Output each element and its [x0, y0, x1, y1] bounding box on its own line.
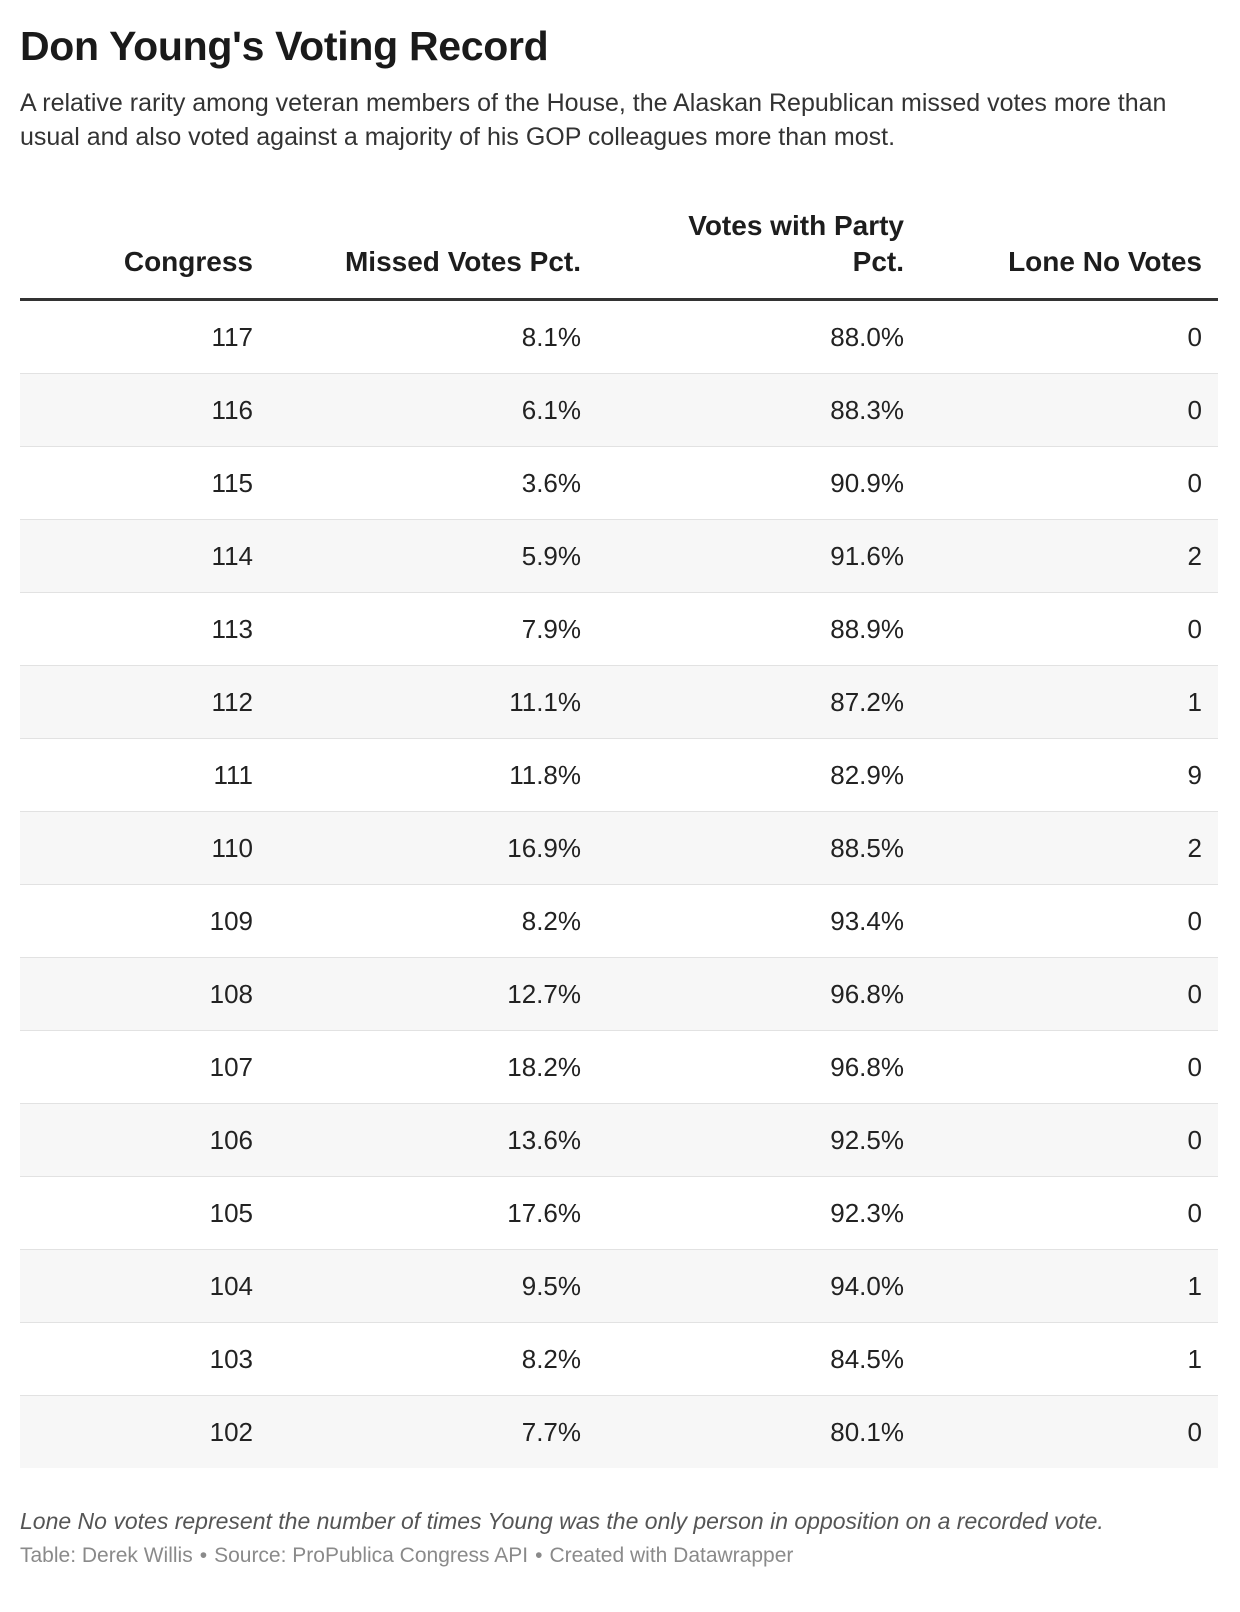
cell-lone-no-votes: 0: [904, 957, 1218, 1031]
cell-congress: 115: [20, 446, 253, 520]
credit-separator: •: [199, 1544, 208, 1567]
table-row: 111 11.8% 82.9% 9: [20, 738, 1218, 812]
cell-missed-votes-pct: 7.9%: [253, 592, 581, 666]
cell-votes-with-party-pct: 82.9%: [581, 738, 904, 812]
chart-title: Don Young's Voting Record: [20, 23, 549, 69]
table-row: 106 13.6% 92.5% 0: [20, 1103, 1218, 1177]
cell-congress: 114: [20, 519, 253, 593]
cell-lone-no-votes: 2: [904, 811, 1218, 885]
cell-votes-with-party-pct: 87.2%: [581, 665, 904, 739]
cell-missed-votes-pct: 11.1%: [253, 665, 581, 739]
table-notes: Lone No votes represent the number of ti…: [20, 1508, 1104, 1534]
cell-missed-votes-pct: 12.7%: [253, 957, 581, 1031]
column-header-votes-with-party[interactable]: Votes with Party Pct.: [581, 208, 904, 301]
cell-lone-no-votes: 0: [904, 446, 1218, 520]
cell-congress: 106: [20, 1103, 253, 1177]
cell-lone-no-votes: 0: [1187, 321, 1202, 352]
cell-congress: 105: [20, 1176, 253, 1250]
cell-votes-with-party-pct: 88.9%: [581, 592, 904, 666]
cell-votes-with-party-pct: 93.4%: [581, 884, 904, 958]
table-row: 110 16.9% 88.5% 2: [20, 811, 1218, 885]
cell-lone-no-votes: 0: [904, 1176, 1218, 1250]
cell-votes-with-party-pct: 96.8%: [581, 957, 904, 1031]
cell-lone-no-votes: 0: [904, 884, 1218, 958]
column-header-missed-votes[interactable]: Missed Votes Pct.: [253, 208, 581, 301]
cell-lone-no-votes: 1: [904, 1322, 1218, 1396]
column-header-congress[interactable]: Congress: [20, 208, 253, 301]
cell-congress: 112: [20, 665, 253, 739]
cell-lone-no-votes: 9: [904, 738, 1218, 812]
voting-record-table: Congress Missed Votes Pct. Votes with Pa…: [20, 208, 1218, 1468]
cell-votes-with-party-pct: 88.3%: [581, 373, 904, 447]
cell-votes-with-party-pct: 88.5%: [581, 811, 904, 885]
table-row: 102 7.7% 80.1% 0: [20, 1395, 1218, 1468]
cell-missed-votes-pct: 17.6%: [253, 1176, 581, 1250]
cell-congress: 113: [20, 592, 253, 666]
table-row: 103 8.2% 84.5% 1: [20, 1322, 1218, 1396]
table-row: 108 12.7% 96.8% 0: [20, 957, 1218, 1031]
cell-missed-votes-pct: 8.1%: [521, 321, 581, 352]
cell-missed-votes-pct: 8.2%: [253, 884, 581, 958]
cell-missed-votes-pct: 7.7%: [253, 1395, 581, 1468]
table-row: 113 7.9% 88.9% 0: [20, 592, 1218, 666]
chart-subtitle: A relative rarity among veteran members …: [20, 89, 1167, 151]
cell-congress: 117: [211, 321, 253, 352]
cell-missed-votes-pct: 11.8%: [253, 738, 581, 812]
table-row: 117 8.1% 88.0% 0: [20, 300, 1218, 374]
cell-congress: 116: [20, 373, 253, 447]
cell-lone-no-votes: 2: [904, 519, 1218, 593]
cell-lone-no-votes: 0: [904, 1103, 1218, 1177]
cell-missed-votes-pct: 8.2%: [253, 1322, 581, 1396]
cell-votes-with-party-pct: 94.0%: [581, 1249, 904, 1323]
cell-lone-no-votes: 0: [904, 1395, 1218, 1468]
cell-missed-votes-pct: 5.9%: [253, 519, 581, 593]
cell-votes-with-party-pct: 92.3%: [581, 1176, 904, 1250]
table-row: 104 9.5% 94.0% 1: [20, 1249, 1218, 1323]
credit-source: Source: ProPublica Congress API: [214, 1544, 529, 1567]
cell-votes-with-party-pct: 96.8%: [581, 1030, 904, 1104]
cell-votes-with-party-pct: 88.0%: [830, 321, 904, 352]
cell-lone-no-votes: 0: [904, 592, 1218, 666]
cell-missed-votes-pct: 3.6%: [253, 446, 581, 520]
cell-congress: 109: [20, 884, 253, 958]
cell-missed-votes-pct: 6.1%: [253, 373, 581, 447]
cell-votes-with-party-pct: 91.6%: [581, 519, 904, 593]
cell-congress: 107: [20, 1030, 253, 1104]
table-row: 114 5.9% 91.6% 2: [20, 519, 1218, 593]
table-row: 107 18.2% 96.8% 0: [20, 1030, 1218, 1104]
column-header-lone-no-votes[interactable]: Lone No Votes: [904, 208, 1218, 301]
credit-created-with: Created with Datawrapper: [549, 1544, 794, 1567]
cell-congress: 110: [20, 811, 253, 885]
cell-lone-no-votes: 0: [904, 1030, 1218, 1104]
table-header-row: Congress Missed Votes Pct. Votes with Pa…: [20, 208, 1218, 301]
cell-congress: 108: [20, 957, 253, 1031]
cell-votes-with-party-pct: 80.1%: [581, 1395, 904, 1468]
cell-congress: 104: [20, 1249, 253, 1323]
cell-lone-no-votes: 0: [904, 373, 1218, 447]
cell-votes-with-party-pct: 92.5%: [581, 1103, 904, 1177]
chart-container: Don Young's Voting Record A relative rar…: [20, 23, 1220, 1570]
table-row: 112 11.1% 87.2% 1: [20, 665, 1218, 739]
table-row: 105 17.6% 92.3% 0: [20, 1176, 1218, 1250]
cell-missed-votes-pct: 18.2%: [253, 1030, 581, 1104]
table-credits: Table: Derek Willis • Source: ProPublica C…: [20, 1542, 1220, 1570]
cell-votes-with-party-pct: 90.9%: [581, 446, 904, 520]
table-row: 115 3.6% 90.9% 0: [20, 446, 1218, 520]
cell-missed-votes-pct: 16.9%: [253, 811, 581, 885]
credit-separator: •: [535, 1544, 543, 1567]
table-row: 116 6.1% 88.3% 0: [20, 373, 1218, 447]
cell-votes-with-party-pct: 84.5%: [581, 1322, 904, 1396]
credit-table-author: Table: Derek Willis: [20, 1544, 193, 1567]
cell-congress: 102: [20, 1395, 253, 1468]
table-row: 109 8.2% 93.4% 0: [20, 884, 1218, 958]
cell-congress: 111: [20, 738, 253, 812]
cell-missed-votes-pct: 9.5%: [253, 1249, 581, 1323]
cell-missed-votes-pct: 13.6%: [253, 1103, 581, 1177]
cell-lone-no-votes: 1: [904, 665, 1218, 739]
table-body: 117 8.1% 88.0% 0 116 6.1% 88.3% 0 115 3.6% 90.9% 0 1…: [20, 300, 1218, 1468]
cell-lone-no-votes: 1: [904, 1249, 1218, 1323]
cell-congress: 103: [20, 1322, 253, 1396]
